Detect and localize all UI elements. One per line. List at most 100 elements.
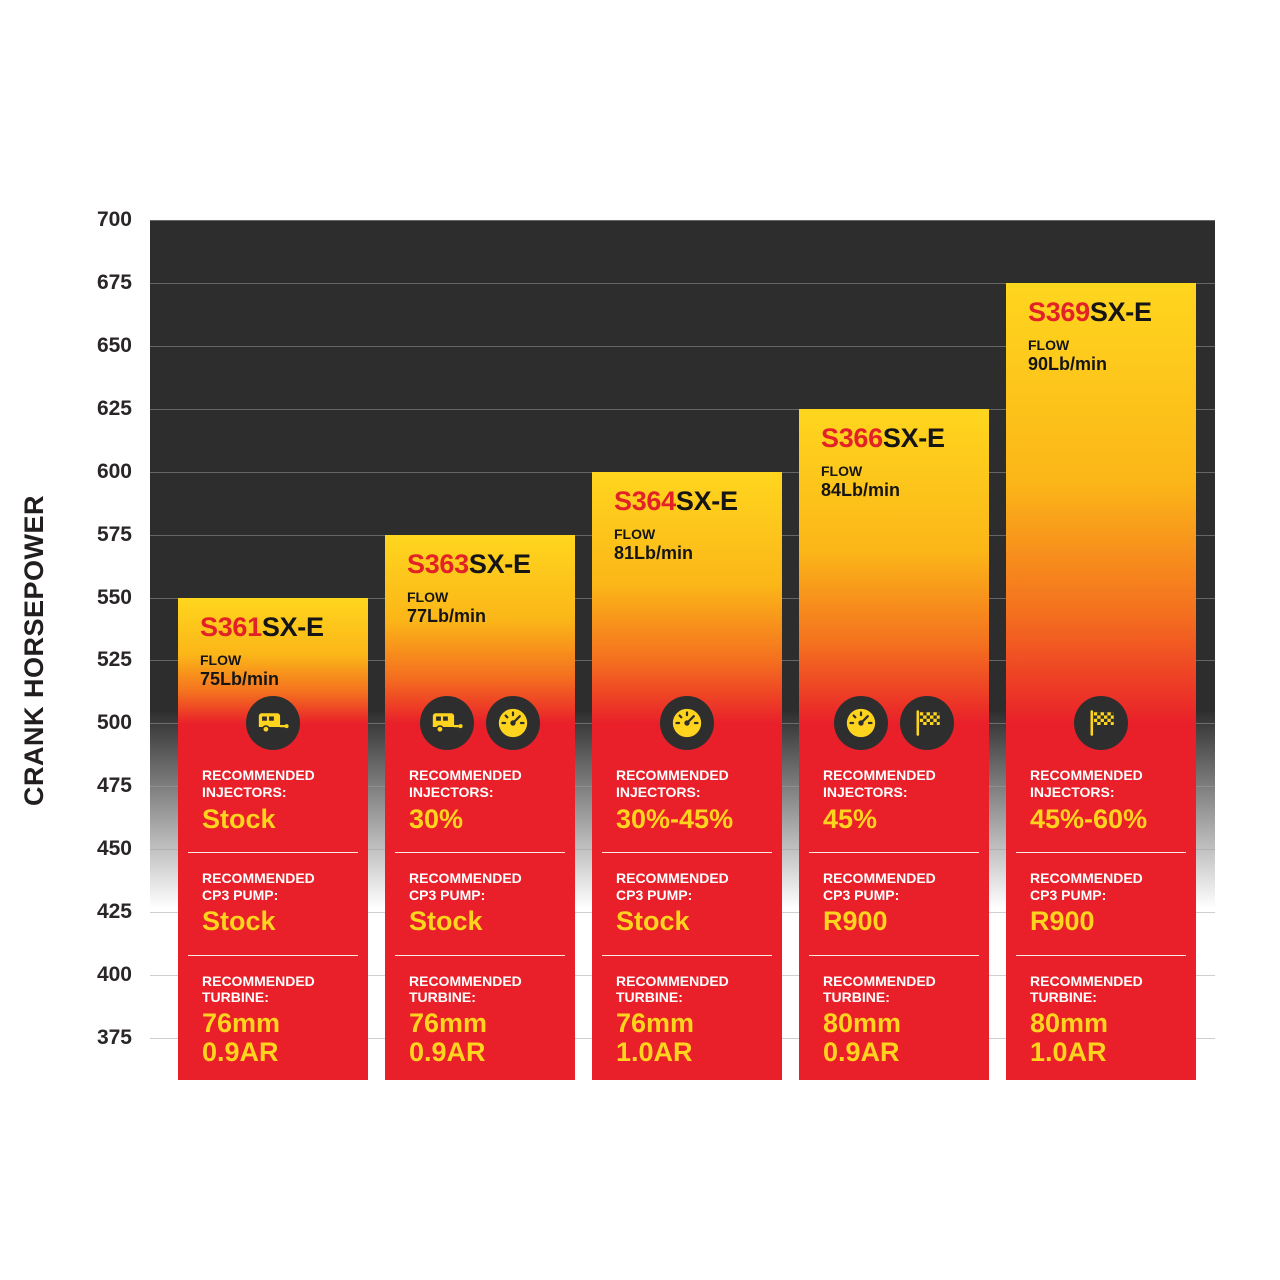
injectors-section: RECOMMENDED INJECTORS: 45%-60% [1006,767,1196,835]
cp3-value: Stock [202,906,276,937]
turbine-value: 80mm 0.9AR [823,1008,902,1067]
gauge-icon [834,695,888,750]
flow-value: 81Lb/min [614,542,694,563]
bar-header: S364SX-E FLOW 81Lb/min [592,472,782,564]
turbo-bar: S363SX-E FLOW 77Lb/min RECOMMENDED INJEC… [385,534,575,1080]
section-divider [602,954,772,956]
y-axis-title: CRANK HORSEPOWER [6,220,62,1080]
usage-icons [799,695,989,750]
model-series: SX-E [882,422,945,453]
turbine-value: 76mm 0.9AR [202,1008,281,1067]
flow-label: FLOW [1028,336,1070,353]
flow-value: 90Lb/min [1028,353,1108,374]
model-number: S361 [200,611,262,642]
cp3-value: Stock [409,906,483,937]
model-series: SX-E [261,611,324,642]
section-divider [1016,954,1186,956]
turbo-bar: S364SX-E FLOW 81Lb/min RECOMMENDED INJEC… [592,471,782,1080]
injectors-section: RECOMMENDED INJECTORS: 45% [799,767,989,835]
y-tick-label: 525 [96,648,132,672]
injectors-section: RECOMMENDED INJECTORS: Stock [178,767,368,835]
cp3-value: Stock [616,906,690,937]
y-axis-title-text: CRANK HORSEPOWER [18,494,49,806]
model-name: S364SX-E [614,486,770,517]
cp3-label: RECOMMENDED CP3 PUMP: [616,869,729,903]
model-number: S364 [614,485,676,516]
injectors-value: 30% [409,803,464,834]
turbo-bar: S361SX-E FLOW 75Lb/min RECOMMENDED INJEC… [178,597,368,1080]
injectors-label: RECOMMENDED INJECTORS: [1030,767,1143,800]
cp3-value: R900 [1030,906,1095,937]
section-divider [395,954,565,956]
injectors-value: Stock [202,803,276,834]
gauge-icon [486,695,540,750]
turbine-label: RECOMMENDED TURBINE: [616,972,729,1006]
trailer-icon [246,695,300,750]
cp3-label: RECOMMENDED CP3 PUMP: [823,869,936,903]
cp3-section: RECOMMENDED CP3 PUMP: Stock [592,870,782,938]
turbo-bar: S369SX-E FLOW 90Lb/min RECOMMENDED INJEC… [1006,282,1196,1080]
injectors-label: RECOMMENDED INJECTORS: [823,767,936,800]
injectors-label: RECOMMENDED INJECTORS: [616,767,729,800]
bar-header: S369SX-E FLOW 90Lb/min [1006,283,1196,375]
flow-value: 77Lb/min [407,605,487,626]
trailer-icon [420,695,474,750]
racing-flag-icon [900,695,954,750]
flow-label: FLOW [200,651,242,668]
section-divider [809,851,979,853]
turbo-bar: S366SX-E FLOW 84Lb/min RECOMMENDED INJEC… [799,408,989,1080]
section-divider [1016,851,1186,853]
injectors-value: 45%-60% [1030,803,1148,834]
model-number: S366 [821,422,883,453]
model-number: S369 [1028,296,1090,327]
turbine-section: RECOMMENDED TURBINE: 80mm 1.0AR [1006,973,1196,1066]
injectors-value: 30%-45% [616,803,734,834]
injectors-section: RECOMMENDED INJECTORS: 30% [385,767,575,835]
model-number: S363 [407,548,469,579]
model-name: S361SX-E [200,612,356,643]
bar-header: S363SX-E FLOW 77Lb/min [385,535,575,627]
section-divider [602,851,772,853]
section-divider [188,954,358,956]
turbine-label: RECOMMENDED TURBINE: [202,972,315,1006]
flow-label: FLOW [614,525,656,542]
y-tick-label: 600 [96,459,132,483]
turbine-value: 80mm 1.0AR [1030,1008,1109,1067]
section-divider [395,851,565,853]
turbine-section: RECOMMENDED TURBINE: 76mm 1.0AR [592,973,782,1066]
turbine-label: RECOMMENDED TURBINE: [1030,972,1143,1006]
model-name: S363SX-E [407,549,563,580]
y-tick-label: 475 [96,774,132,798]
flow-label: FLOW [821,462,863,479]
turbine-value: 76mm 1.0AR [616,1008,695,1067]
y-tick-label: 625 [96,396,132,420]
cp3-section: RECOMMENDED CP3 PUMP: R900 [1006,870,1196,938]
gridline [150,345,1215,347]
bar-header: S361SX-E FLOW 75Lb/min [178,598,368,690]
gridline [150,408,1215,410]
turbine-value: 76mm 0.9AR [409,1008,488,1067]
gauge-icon [660,695,714,750]
bar-details: RECOMMENDED INJECTORS: Stock RECOMMENDED… [178,695,368,1080]
cp3-section: RECOMMENDED CP3 PUMP: R900 [799,870,989,938]
usage-icons [385,695,575,750]
gridline [150,220,1215,221]
y-tick-label: 675 [96,270,132,294]
flow-value: 84Lb/min [821,479,901,500]
y-tick-label: 375 [96,1026,132,1049]
cp3-value: R900 [823,906,888,937]
racing-flag-icon [1074,695,1128,750]
y-tick-label: 550 [96,585,132,609]
section-divider [188,851,358,853]
gridline [150,282,1215,284]
model-series: SX-E [468,548,531,579]
injectors-label: RECOMMENDED INJECTORS: [409,767,522,800]
y-tick-label: 700 [96,208,132,231]
cp3-section: RECOMMENDED CP3 PUMP: Stock [385,870,575,938]
turbine-section: RECOMMENDED TURBINE: 76mm 0.9AR [178,973,368,1066]
cp3-section: RECOMMENDED CP3 PUMP: Stock [178,870,368,938]
bar-details: RECOMMENDED INJECTORS: 45%-60% RECOMMEND… [1006,695,1196,1080]
y-tick-label: 650 [96,333,132,357]
section-divider [809,954,979,956]
